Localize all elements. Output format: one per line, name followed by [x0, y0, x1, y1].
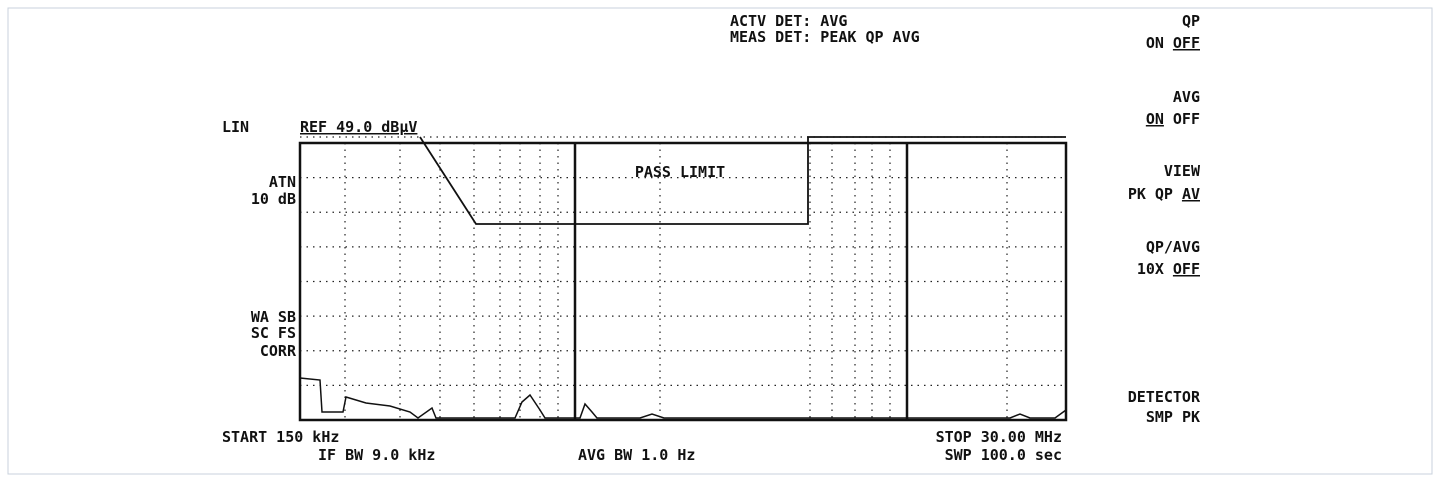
stop-label: STOP 30.00 MHz: [936, 428, 1062, 446]
softkey-option[interactable]: PK: [1182, 408, 1200, 426]
softkey-option[interactable]: SMP: [1146, 408, 1173, 426]
ref-label: REF 49.0 dBμV: [300, 118, 417, 136]
corr-label: CORR: [260, 342, 297, 360]
header-line: MEAS DET: PEAK QP AVG: [730, 28, 920, 46]
softkey-option[interactable]: AV: [1182, 185, 1200, 203]
softkey-option[interactable]: OFF: [1173, 110, 1200, 128]
limit-line: [419, 136, 1066, 225]
softkey-title[interactable]: DETECTOR: [1128, 388, 1201, 406]
frame: [7, 7, 1433, 475]
softkey-options[interactable]: ON OFF: [1146, 34, 1200, 52]
softkey-option[interactable]: PK: [1128, 185, 1146, 203]
softkey-title[interactable]: QP: [1182, 12, 1200, 30]
softkey-option[interactable]: ON: [1146, 34, 1164, 52]
softkey-option[interactable]: OFF: [1173, 34, 1200, 52]
softkey-title[interactable]: QP/AVG: [1146, 238, 1200, 256]
softkey-option[interactable]: 10X: [1137, 260, 1164, 278]
avg-bw-label: AVG BW 1.0 Hz: [578, 446, 695, 464]
atn-label: 10 dB: [251, 190, 296, 208]
softkey-title[interactable]: VIEW: [1164, 162, 1201, 180]
start-label: START 150 kHz: [222, 428, 339, 446]
corr-label: WA SB: [251, 308, 296, 326]
atn-label: ATN: [269, 173, 296, 191]
grid: [300, 143, 1066, 420]
softkey-option[interactable]: QP: [1155, 185, 1173, 203]
trace: [299, 377, 1067, 419]
softkey-title[interactable]: AVG: [1173, 88, 1200, 106]
scale-label: LIN: [222, 118, 249, 136]
if-bw-label: IF BW 9.0 kHz: [318, 446, 435, 464]
sweep-label: SWP 100.0 sec: [945, 446, 1062, 464]
limit-label: PASS LIMIT: [635, 163, 725, 181]
softkey-option[interactable]: ON: [1146, 110, 1164, 128]
softkeys: QP ON OFF AVG ON OFF VIEW PK QP AV QP/AVG 10X OFF DET…: [1128, 12, 1201, 426]
softkey-options[interactable]: 10X OFF: [1137, 260, 1200, 278]
softkey-option[interactable]: OFF: [1173, 260, 1200, 278]
corr-label: SC FS: [251, 324, 296, 342]
softkey-options[interactable]: SMP PK: [1146, 408, 1200, 426]
header-line: ACTV DET: AVG: [730, 12, 847, 30]
softkey-options[interactable]: PK QP AV: [1128, 185, 1200, 203]
plot-box: [298, 141, 1068, 422]
softkey-options[interactable]: ON OFF: [1146, 110, 1200, 128]
